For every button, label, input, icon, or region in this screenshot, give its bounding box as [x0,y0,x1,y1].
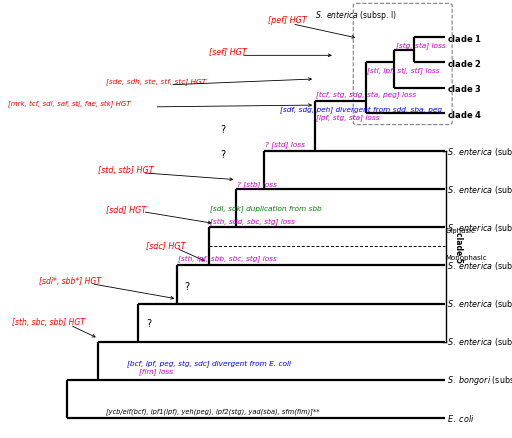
Text: $\it{S.\ enterica}$ (subsp. VI): $\it{S.\ enterica}$ (subsp. VI) [447,145,512,159]
Text: [std, stb] HGT: [std, stb] HGT [98,165,154,174]
Text: Monophasic: Monophasic [446,255,487,261]
Text: [sde, sdh, ste, stf, stc] HGT: [sde, sdh, ste, stf, stc] HGT [106,78,206,85]
Text: [sdf, sdg, peh] divergent from sdd, sba, peg: [sdf, sdg, peh] divergent from sdd, sba,… [281,106,442,113]
Text: [sth, lpf, sbb, sbc, stg] loss: [sth, lpf, sbb, sbc, stg] loss [178,255,277,261]
Text: [sth, sdd, sbc, stg] loss: [sth, sdd, sbc, stg] loss [209,217,294,224]
Text: [mrk, tcf, sdi, saf, stj, fae, stk] HGT: [mrk, tcf, sdi, saf, stj, fae, stk] HGT [8,100,131,107]
Text: ? [stb] loss: ? [stb] loss [237,181,277,188]
Text: [sdl, sdk] duplication from sbb: [sdl, sdk] duplication from sbb [209,205,321,212]
Text: $\bf{clade\ 2}$: $\bf{clade\ 2}$ [447,58,482,69]
Text: [ycb/elf(bcf), lpf1(lpf), yeh(peg), lpf2(stg), yad(sba), sfm(fim)]**: [ycb/elf(bcf), lpf1(lpf), yeh(peg), lpf2… [106,407,320,414]
Text: $\it{S.\ enterica}$ (subsp. IIIa): $\it{S.\ enterica}$ (subsp. IIIa) [447,259,512,272]
Text: Diphasic: Diphasic [446,228,476,234]
Text: ?: ? [220,125,225,134]
Text: ?: ? [184,282,189,292]
Text: ?: ? [146,318,152,328]
Text: [sdd] HGT: [sdd] HGT [106,205,146,213]
Text: $\bf{clade\ 4}$: $\bf{clade\ 4}$ [447,109,482,120]
Text: [sdc] HGT: [sdc] HGT [146,240,185,250]
Text: [sti, lpf, stj, stf] loss: [sti, lpf, stj, stf] loss [367,67,440,74]
Text: [sef] HGT: [sef] HGT [209,47,246,57]
Text: ? [std] loss: ? [std] loss [265,141,305,147]
Text: $\it{S.\ bongori}$ (subsp. V): $\it{S.\ bongori}$ (subsp. V) [447,373,512,386]
Text: $\it{S.\ enterica}$ (subsp. IV): $\it{S.\ enterica}$ (subsp. IV) [447,297,512,310]
Text: $\bf{clade\ 1}$: $\bf{clade\ 1}$ [447,32,482,43]
Text: $\it{E.\ coli}$: $\it{E.\ coli}$ [447,412,475,423]
Text: [fim] loss: [fim] loss [139,367,173,374]
Text: [sth, sbc, sbb] HGT: [sth, sbc, sbb] HGT [12,317,84,326]
Text: [tcf, stg, sdg, sta, peg] loss: [tcf, stg, sdg, sta, peg] loss [316,91,416,98]
Text: ?: ? [220,150,225,160]
Text: $\bf{clade\ 3}$: $\bf{clade\ 3}$ [447,83,482,94]
Text: $\it{S.\ enterica}$ (subsp. VII): $\it{S.\ enterica}$ (subsp. VII) [447,336,512,348]
Text: [stg, sta] loss: [stg, sta] loss [396,42,445,49]
Text: [bcf, lpf, peg, stg, sdc] divergent from E. coli: [bcf, lpf, peg, stg, sdc] divergent from… [127,359,291,366]
Text: clade 5: clade 5 [454,231,463,262]
Text: $\it{S.\ enterica}$ (subsp. I): $\it{S.\ enterica}$ (subsp. I) [315,9,397,21]
Text: $\it{S.\ enterica}$ (subsp. IIIb): $\it{S.\ enterica}$ (subsp. IIIb) [447,221,512,234]
Text: [sdi*, sbb*] HGT: [sdi*, sbb*] HGT [39,276,101,286]
Text: $\it{S.\ enterica}$ (subsp. II): $\it{S.\ enterica}$ (subsp. II) [447,184,512,196]
Text: [pef] HGT: [pef] HGT [268,16,307,25]
Text: [lpf, stg, sta] loss: [lpf, stg, sta] loss [316,114,379,121]
